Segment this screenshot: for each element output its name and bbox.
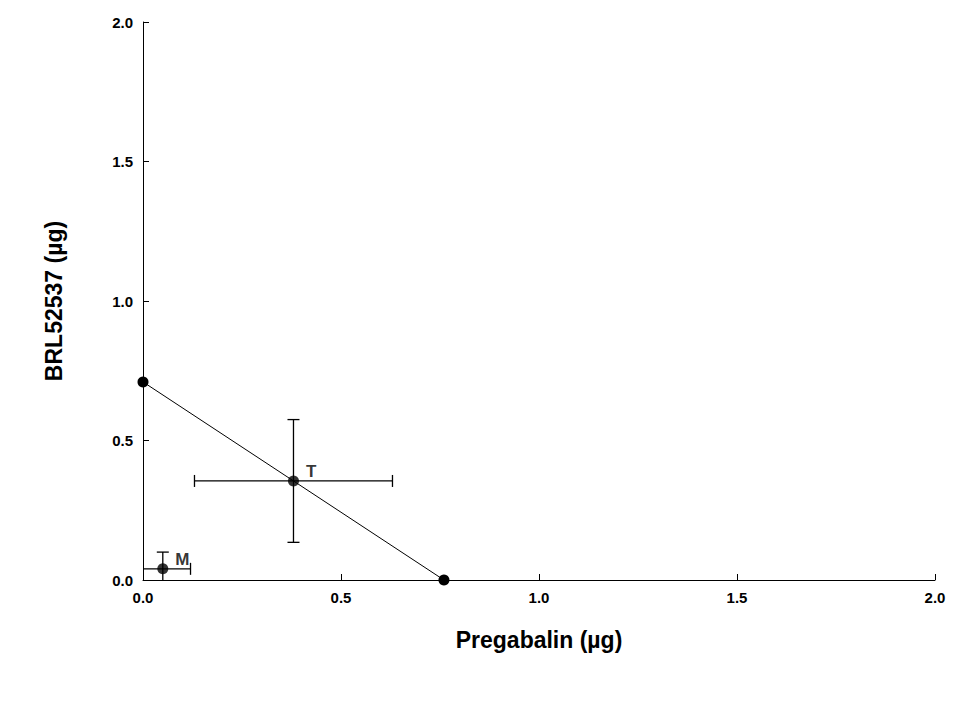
svg-text:BRL52537 (µg): BRL52537 (µg) xyxy=(41,221,67,381)
svg-text:1.5: 1.5 xyxy=(727,589,748,606)
svg-text:2.0: 2.0 xyxy=(925,589,946,606)
svg-text:1.5: 1.5 xyxy=(112,153,133,170)
svg-text:2.0: 2.0 xyxy=(112,14,133,31)
svg-text:Pregabalin (µg): Pregabalin (µg) xyxy=(456,627,623,653)
svg-text:0.5: 0.5 xyxy=(112,432,133,449)
svg-text:1.0: 1.0 xyxy=(529,589,550,606)
svg-text:0.0: 0.0 xyxy=(133,589,154,606)
svg-text:1.0: 1.0 xyxy=(112,293,133,310)
svg-text:M: M xyxy=(175,550,189,569)
svg-text:0.5: 0.5 xyxy=(331,589,352,606)
svg-text:T: T xyxy=(306,462,317,481)
svg-text:0.0: 0.0 xyxy=(112,572,133,589)
